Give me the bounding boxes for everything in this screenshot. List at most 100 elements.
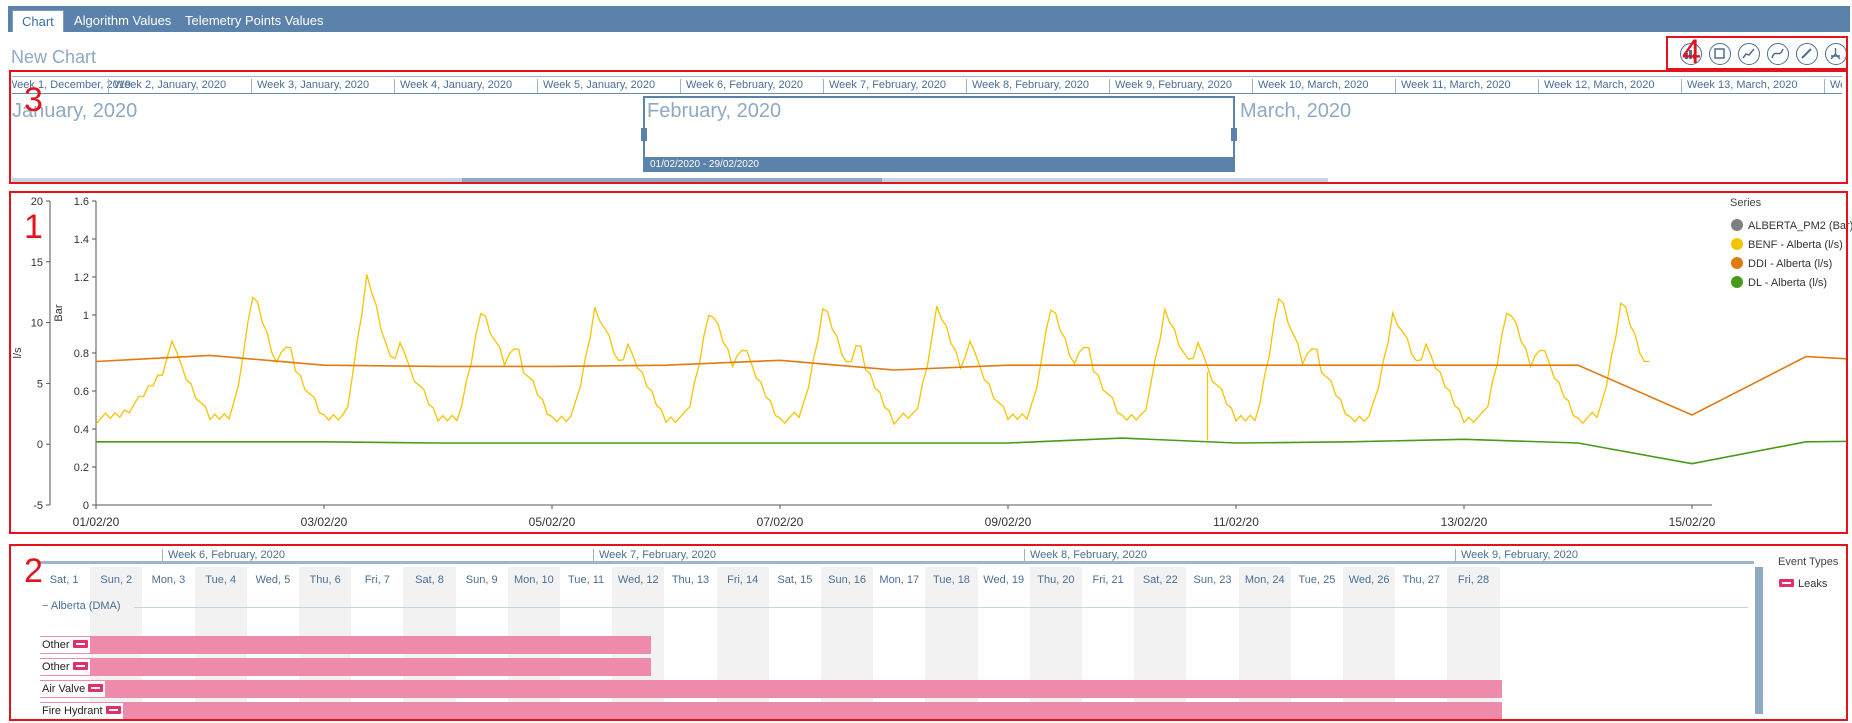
- leak-tag-icon: [88, 684, 104, 692]
- tab-chart[interactable]: Chart: [12, 10, 64, 32]
- series-benf-line: [95, 274, 1650, 426]
- navigator-right-handle[interactable]: [1231, 128, 1237, 141]
- navigator-month: February, 2020: [647, 100, 782, 122]
- x-tick-label: 03/02/20: [301, 515, 348, 529]
- legend-dot: [1731, 219, 1743, 231]
- events-day-label: Sun, 2: [100, 574, 133, 586]
- square-select-icon[interactable]: [1709, 43, 1731, 65]
- events-day-column: Wed, 19: [978, 567, 1030, 720]
- navigator-selection-window[interactable]: [641, 96, 1237, 172]
- events-day-label: Sat, 8: [415, 574, 444, 586]
- navigator-scrollbar[interactable]: [12, 178, 1328, 182]
- navigator-week: Week 13, March, 2020: [1681, 79, 1797, 93]
- legend-label: ALBERTA_PM2 (Bar): [1748, 220, 1852, 232]
- chart-add-icon[interactable]: [1680, 43, 1702, 65]
- event-type-label: Leaks: [1798, 578, 1828, 590]
- x-tick-label: 01/02/20: [73, 515, 120, 529]
- events-day-label: Sun, 9: [465, 574, 498, 586]
- x-tick-label: 15/02/20: [1669, 515, 1716, 529]
- events-day-column: Mon, 3: [142, 567, 194, 720]
- event-label[interactable]: Other: [40, 637, 90, 653]
- y-bar-tick-label: 0.4: [74, 424, 89, 436]
- pen-icon[interactable]: [1796, 43, 1818, 65]
- event-bar[interactable]: [40, 702, 1502, 720]
- annotation-label-2: 2: [24, 552, 43, 590]
- pdf-icon[interactable]: [1825, 43, 1847, 65]
- events-day-label: Wed, 19: [983, 574, 1025, 586]
- tab-algorithm-values[interactable]: Algorithm Values: [74, 13, 172, 28]
- events-day-label: Mon, 17: [879, 574, 920, 586]
- events-day-column: Thu, 27: [1395, 567, 1447, 720]
- tab-telemetry-points-values[interactable]: Telemetry Points Values: [185, 13, 324, 28]
- y-left-tick-label: 5: [37, 378, 43, 390]
- navigator-left-handle[interactable]: [641, 128, 647, 141]
- event-types-title: Event Types: [1778, 556, 1839, 568]
- annotation-label-4: 4: [1682, 33, 1701, 71]
- events-day-label: Mon, 3: [151, 574, 186, 586]
- x-tick-label: 07/02/20: [757, 515, 804, 529]
- event-label-text: Air Valve: [42, 683, 86, 695]
- event-label-text: Fire Hydrant: [42, 705, 103, 717]
- legend-item-dl[interactable]: DL - Alberta (l/s): [1731, 276, 1827, 290]
- events-day-label: Sun, 16: [828, 574, 867, 586]
- events-day-label: Thu, 6: [309, 574, 341, 586]
- event-type-leaks[interactable]: Leaks: [1779, 578, 1827, 590]
- navigator-scrollbar-thumb[interactable]: [462, 178, 882, 182]
- events-day-label: Wed, 12: [617, 574, 659, 586]
- events-day-column: Mon, 17: [873, 567, 925, 720]
- events-day-label: Tue, 25: [1298, 574, 1336, 586]
- events-vertical-scrollbar[interactable]: [1755, 567, 1763, 714]
- events-day-column: Thu, 13: [664, 567, 716, 720]
- navigator-week: Week 8, February, 2020: [966, 79, 1089, 93]
- line-chart-icon[interactable]: [1738, 43, 1760, 65]
- y-bar-axis-label: Bar: [53, 304, 65, 321]
- series-dl-line: [96, 437, 1847, 465]
- events-day-label: Sat, 1: [49, 574, 79, 586]
- y-bar-tick-label: 1.6: [74, 196, 89, 208]
- tab-bar: Chart Algorithm Values Telemetry Points …: [8, 6, 1850, 32]
- legend-dot: [1731, 257, 1743, 269]
- curve-chart-icon[interactable]: [1767, 43, 1789, 65]
- events-week: Week 6, February, 2020: [162, 549, 285, 564]
- navigator-week: Week 9, February, 2020: [1109, 79, 1232, 93]
- events-day-label: Thu, 27: [1402, 574, 1440, 586]
- event-bar[interactable]: [40, 636, 651, 654]
- event-label[interactable]: Air Valve: [40, 681, 106, 697]
- y-bar-tick-label: 1.2: [74, 272, 89, 284]
- event-bar[interactable]: [40, 680, 1502, 698]
- events-day-label: Wed, 5: [255, 574, 291, 586]
- leak-tag-icon: [72, 640, 88, 648]
- legend-item-benf[interactable]: BENF - Alberta (l/s): [1731, 238, 1843, 252]
- events-day-label: Sat, 15: [777, 574, 813, 586]
- navigator-week: Week 2, January, 2020: [108, 79, 226, 93]
- annotation-label-3: 3: [24, 81, 43, 119]
- events-day-column: Sun, 23: [1186, 567, 1238, 720]
- navigator-week: Week 7, February, 2020: [823, 79, 946, 93]
- events-day-column: Tue, 11: [560, 567, 612, 720]
- events-group-toggle[interactable]: − Alberta (DMA): [42, 600, 121, 612]
- events-day-label: Fri, 28: [1457, 574, 1490, 586]
- events-day-label: Sun, 23: [1193, 574, 1232, 586]
- navigator-week: Week 11, March, 2020: [1395, 79, 1511, 93]
- event-label[interactable]: Fire Hydrant: [40, 703, 123, 719]
- y-left-tick-label: 20: [31, 196, 43, 208]
- legend-item-alberta-pm2[interactable]: ALBERTA_PM2 (Bar): [1731, 219, 1852, 233]
- events-day-column: Sun, 9: [456, 567, 508, 720]
- legend-item-ddi[interactable]: DDI - Alberta (l/s): [1731, 257, 1832, 271]
- legend-dot: [1731, 276, 1743, 288]
- events-day-label: Tue, 18: [933, 574, 970, 586]
- y-bar-tick-label: 0.6: [74, 386, 89, 398]
- events-day-label: Mon, 24: [1244, 574, 1285, 586]
- y-left-axis-label: l/s: [12, 347, 24, 359]
- legend-label: BENF - Alberta (l/s): [1748, 239, 1843, 251]
- event-bar[interactable]: [40, 658, 651, 676]
- leak-tag-icon: [1779, 579, 1794, 587]
- event-label[interactable]: Other: [40, 659, 90, 675]
- event-label-text: Other: [42, 661, 70, 673]
- chart-title: New Chart: [11, 47, 97, 67]
- navigator-range-label: 01/02/2020 - 29/02/2020: [643, 157, 1235, 172]
- y-left-tick-label: 10: [31, 318, 43, 330]
- legend-title: Series: [1730, 197, 1762, 209]
- events-day-label: Fri, 14: [727, 574, 759, 586]
- events-day-column: Fri, 7: [351, 567, 403, 720]
